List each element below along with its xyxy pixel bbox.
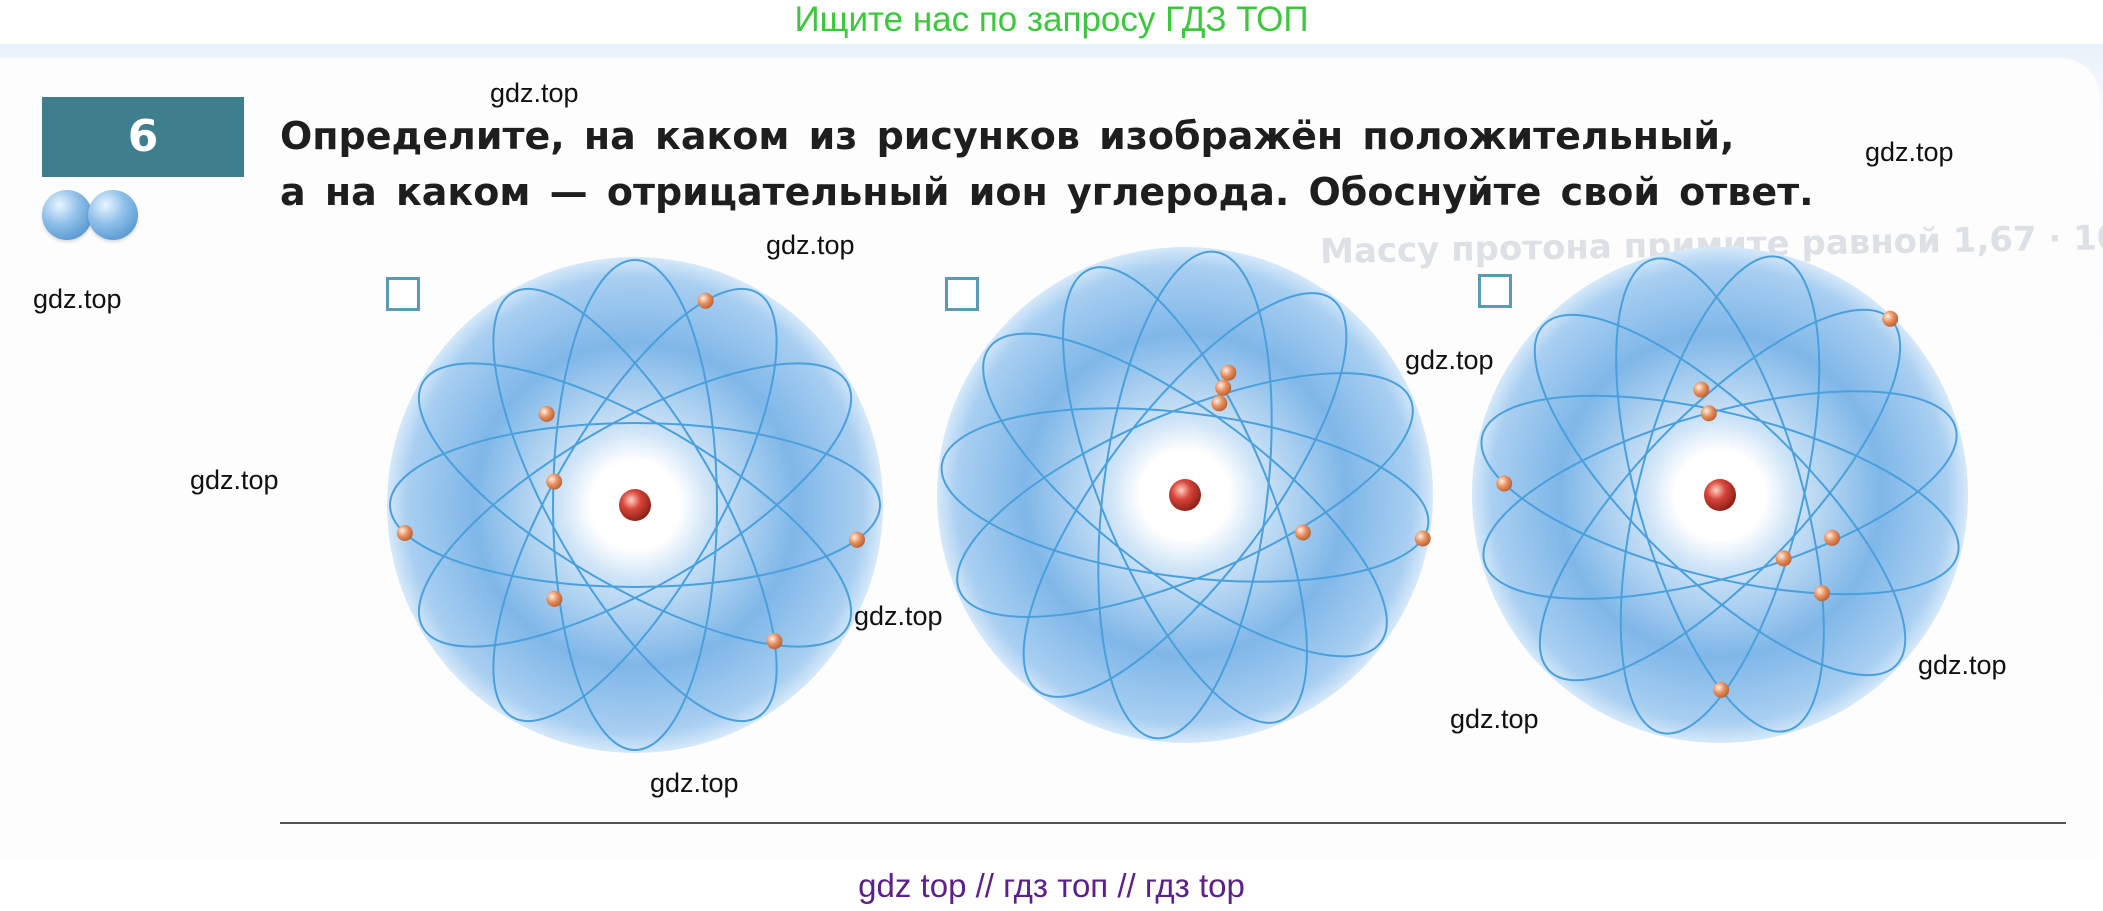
electron xyxy=(1496,475,1513,492)
watermark: gdz.top xyxy=(190,465,279,495)
electron xyxy=(766,633,783,650)
electron xyxy=(546,473,563,490)
watermark: gdz.top xyxy=(1918,650,2007,680)
answer-checkbox-2[interactable] xyxy=(945,277,979,311)
watermark: gdz.top xyxy=(854,601,943,631)
orbit-ellipse xyxy=(552,259,718,751)
electron xyxy=(1220,364,1237,381)
orbit-ellipse xyxy=(492,287,778,723)
atom-diagram-3 xyxy=(1472,247,1968,743)
answer-checkbox-1[interactable] xyxy=(386,277,420,311)
orbit-ellipse xyxy=(1533,313,1907,677)
electron xyxy=(1414,530,1431,547)
nucleus xyxy=(1704,479,1736,511)
electron xyxy=(1215,379,1232,396)
electron xyxy=(1814,585,1830,602)
electron xyxy=(1700,405,1717,422)
task-line-1: Определите, на каком из рисунков изображ… xyxy=(280,114,1735,158)
orbit-ellipse xyxy=(1482,390,1958,600)
nucleus xyxy=(1169,479,1201,511)
orbit-ellipse xyxy=(492,287,778,723)
footer-watermark: gdz top // гдз топ // гдз top xyxy=(858,867,1245,904)
electron xyxy=(697,292,714,309)
electron xyxy=(1775,550,1792,567)
watermark: gdz.top xyxy=(33,284,122,314)
electron xyxy=(1693,381,1710,398)
answer-divider-line xyxy=(280,822,2066,824)
electron xyxy=(538,405,555,422)
orbit-ellipse xyxy=(1062,266,1308,724)
watermark: gdz.top xyxy=(1450,704,1539,734)
watermark: gdz.top xyxy=(1405,345,1494,375)
difficulty-ball-1 xyxy=(42,190,92,240)
orbit-ellipse xyxy=(982,332,1388,658)
search-banner: Ищите нас по запросу ГДЗ ТОП xyxy=(794,0,1309,39)
electron xyxy=(849,531,865,548)
electron xyxy=(396,525,413,541)
electron xyxy=(1882,310,1899,327)
electron xyxy=(546,590,563,607)
orbit-ellipse xyxy=(389,422,881,588)
orbit-ellipse xyxy=(1619,255,1821,735)
nucleus xyxy=(619,489,651,521)
task-number: 6 xyxy=(127,111,159,162)
orbit-ellipse xyxy=(1022,292,1348,698)
task-line-2: а на каком — отрицательный ион углерода.… xyxy=(280,170,1814,214)
electron xyxy=(1211,395,1228,412)
watermark: gdz.top xyxy=(1865,137,1954,167)
watermark: gdz.top xyxy=(766,230,855,260)
task-number-badge: 6 xyxy=(42,97,244,177)
atom-diagram-1 xyxy=(387,257,883,753)
orbit-ellipse xyxy=(1480,394,1960,596)
watermark: gdz.top xyxy=(650,768,739,798)
electron xyxy=(1713,681,1730,698)
task-statement: Определите, на каком из рисунков изображ… xyxy=(280,108,1980,220)
atom-diagram-2 xyxy=(937,247,1433,743)
orbit-ellipse xyxy=(1615,257,1825,733)
electron xyxy=(1294,524,1311,541)
orbit-ellipse xyxy=(1097,250,1273,740)
electron xyxy=(1824,529,1841,546)
orbit-ellipse xyxy=(940,407,1430,583)
answer-checkbox-3[interactable] xyxy=(1478,274,1512,308)
difficulty-ball-2 xyxy=(88,190,138,240)
orbit-ellipse xyxy=(956,372,1414,618)
watermark: gdz.top xyxy=(490,78,579,108)
orbit-ellipse xyxy=(417,362,853,648)
orbit-ellipse xyxy=(417,362,853,648)
